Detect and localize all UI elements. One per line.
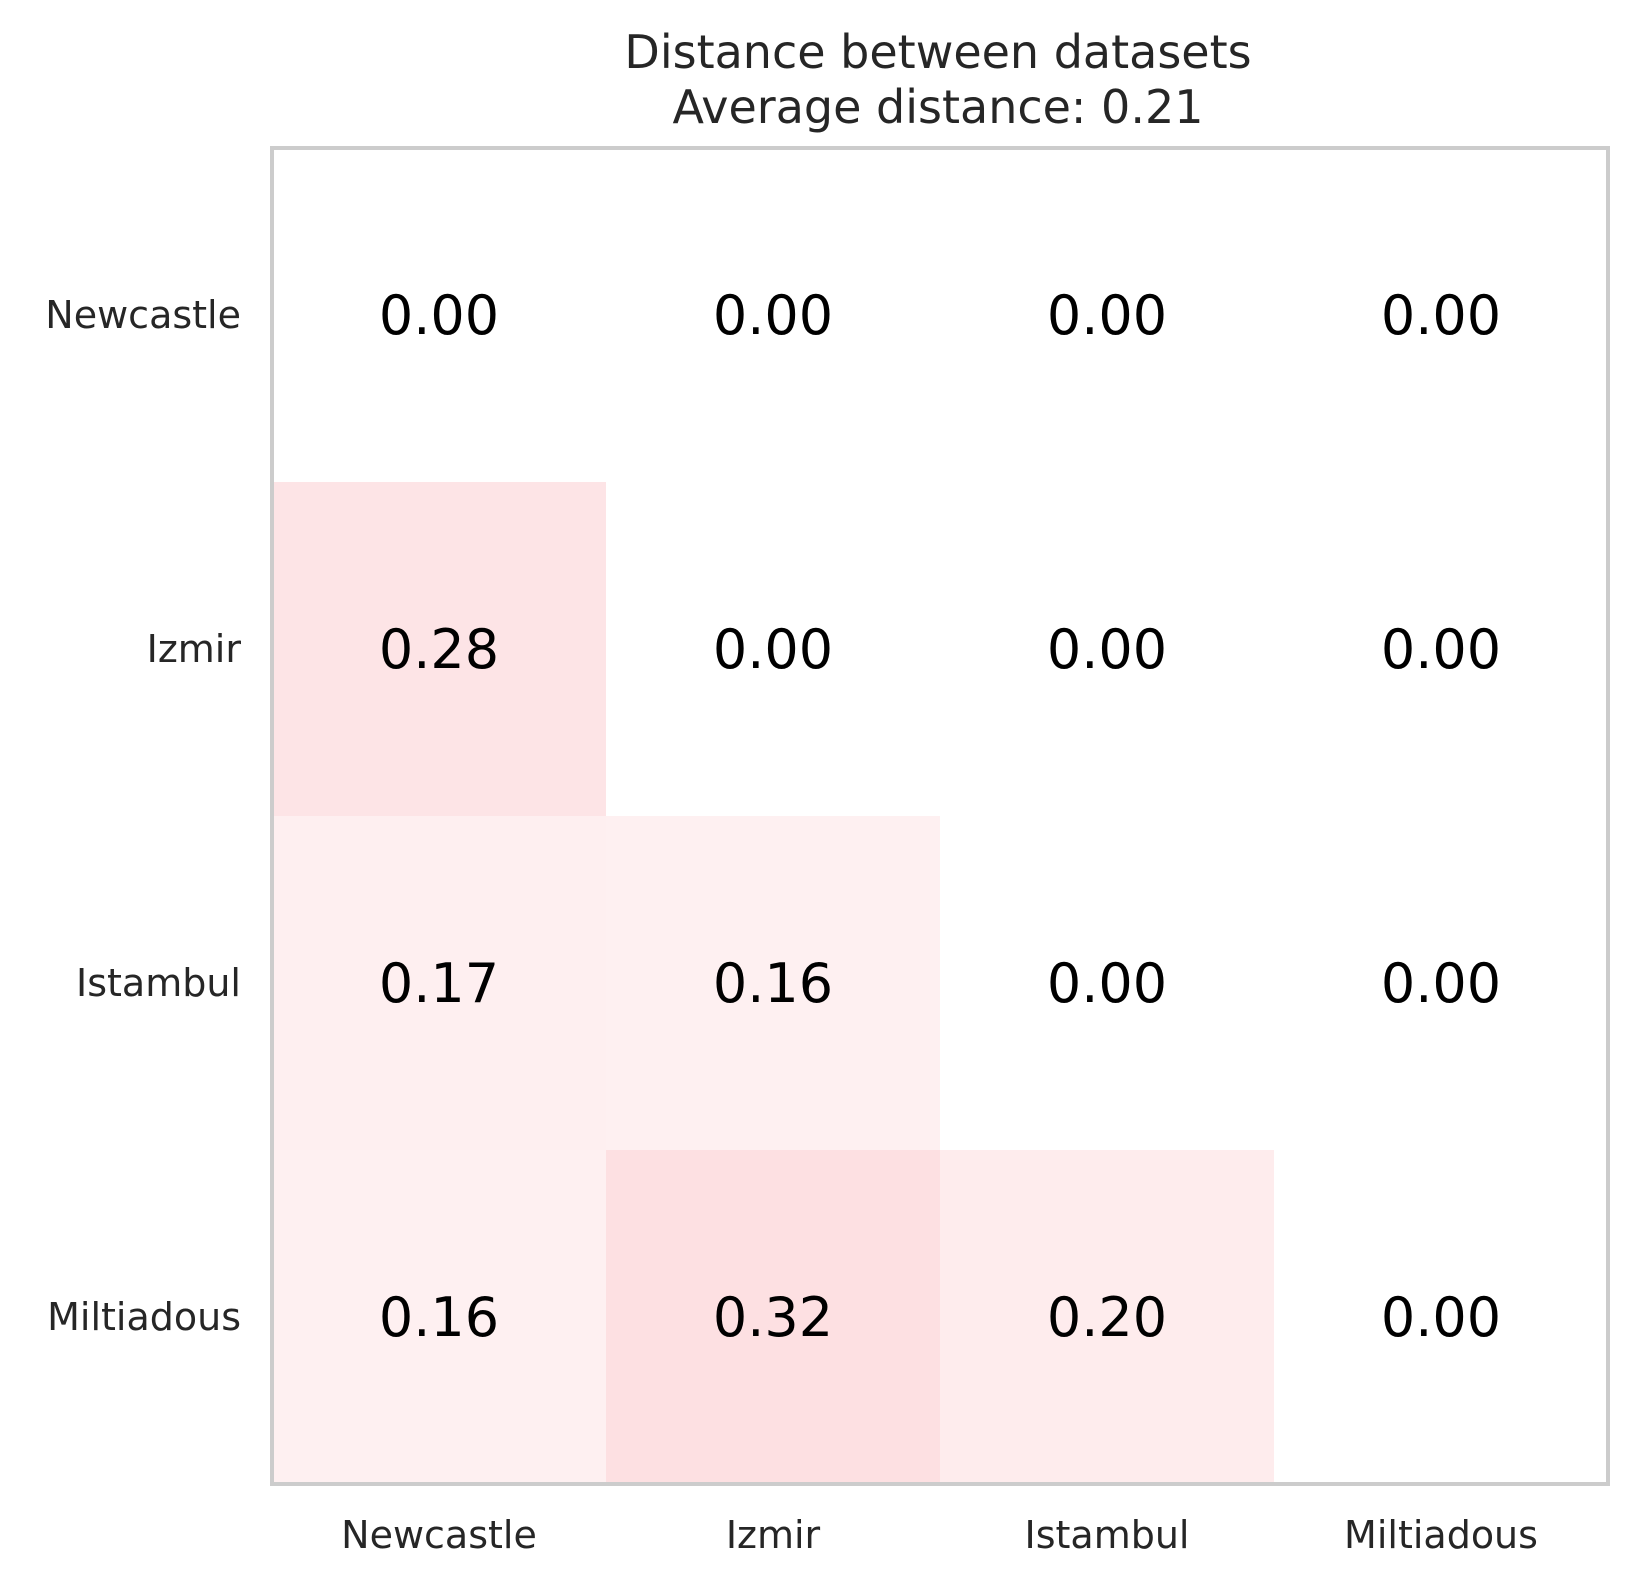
heatmap-cell-istambul-izmir <box>606 816 940 1150</box>
heatmap-cell-miltiadous-istambul <box>940 1150 1274 1484</box>
heatmap-cell-izmir-izmir <box>606 482 940 816</box>
heatmap-cell-miltiadous-newcastle <box>272 1150 606 1484</box>
cell-value-label: 0.00 <box>713 284 833 347</box>
cell-value-label: 0.00 <box>1381 1286 1501 1349</box>
x-axis-tick-labels: Newcastle Izmir Istambul Miltiadous <box>341 1513 1538 1557</box>
cell-value-label: 0.20 <box>1047 1286 1167 1349</box>
y-tick-label: Newcastle <box>45 293 241 337</box>
x-tick-label: Miltiadous <box>1344 1513 1538 1557</box>
heatmap-cell-istambul-newcastle <box>272 816 606 1150</box>
plot-frame <box>270 146 1610 1486</box>
cell-value-label: 0.00 <box>379 284 499 347</box>
heatmap-cell-izmir-istambul <box>940 482 1274 816</box>
x-tick-label: Istambul <box>1025 1513 1190 1557</box>
cell-value-label: 0.16 <box>713 952 833 1015</box>
heatmap-cell-istambul-istambul <box>940 816 1274 1150</box>
cell-value-label: 0.00 <box>1047 952 1167 1015</box>
heatmap-cell-newcastle-miltiadous <box>1274 148 1608 482</box>
heatmap-cell-miltiadous-miltiadous <box>1274 1150 1608 1484</box>
y-tick-label: Miltiadous <box>47 1295 241 1339</box>
x-tick-label: Izmir <box>726 1513 821 1557</box>
heatmap-cell-izmir-miltiadous <box>1274 482 1608 816</box>
cell-value-label: 0.16 <box>379 1286 499 1349</box>
heatmap-cell-newcastle-newcastle <box>272 148 606 482</box>
y-tick-label: Izmir <box>147 627 242 671</box>
heatmap-cell-newcastle-istambul <box>940 148 1274 482</box>
cell-value-label: 0.00 <box>1381 952 1501 1015</box>
chart-subtitle: Average distance: 0.21 <box>673 80 1204 134</box>
cell-value-label: 0.00 <box>1381 284 1501 347</box>
heatmap-cell-miltiadous-izmir <box>606 1150 940 1484</box>
cell-value-label: 0.00 <box>1047 618 1167 681</box>
cell-value-label: 0.17 <box>379 952 499 1015</box>
heatmap-cell-izmir-newcastle <box>272 482 606 816</box>
cell-value-label: 0.32 <box>713 1286 833 1349</box>
y-tick-label: Istambul <box>76 961 241 1005</box>
cell-value-label: 0.00 <box>1381 618 1501 681</box>
cell-value-label: 0.00 <box>713 618 833 681</box>
chart-title: Distance between datasets <box>624 25 1251 79</box>
y-axis-tick-labels: Newcastle Izmir Istambul Miltiadous <box>45 293 241 1339</box>
heatmap-cell-istambul-miltiadous <box>1274 816 1608 1150</box>
heatmap-cell-newcastle-izmir <box>606 148 940 482</box>
heatmap-cells <box>272 148 1608 1484</box>
cell-value-label: 0.00 <box>1047 284 1167 347</box>
heatmap-cell-labels: 0.00 0.00 0.00 0.00 0.28 0.00 0.00 0.00 0.17 0.16… <box>379 284 1501 1349</box>
x-tick-label: Newcastle <box>341 1513 537 1557</box>
cell-value-label: 0.28 <box>379 618 499 681</box>
